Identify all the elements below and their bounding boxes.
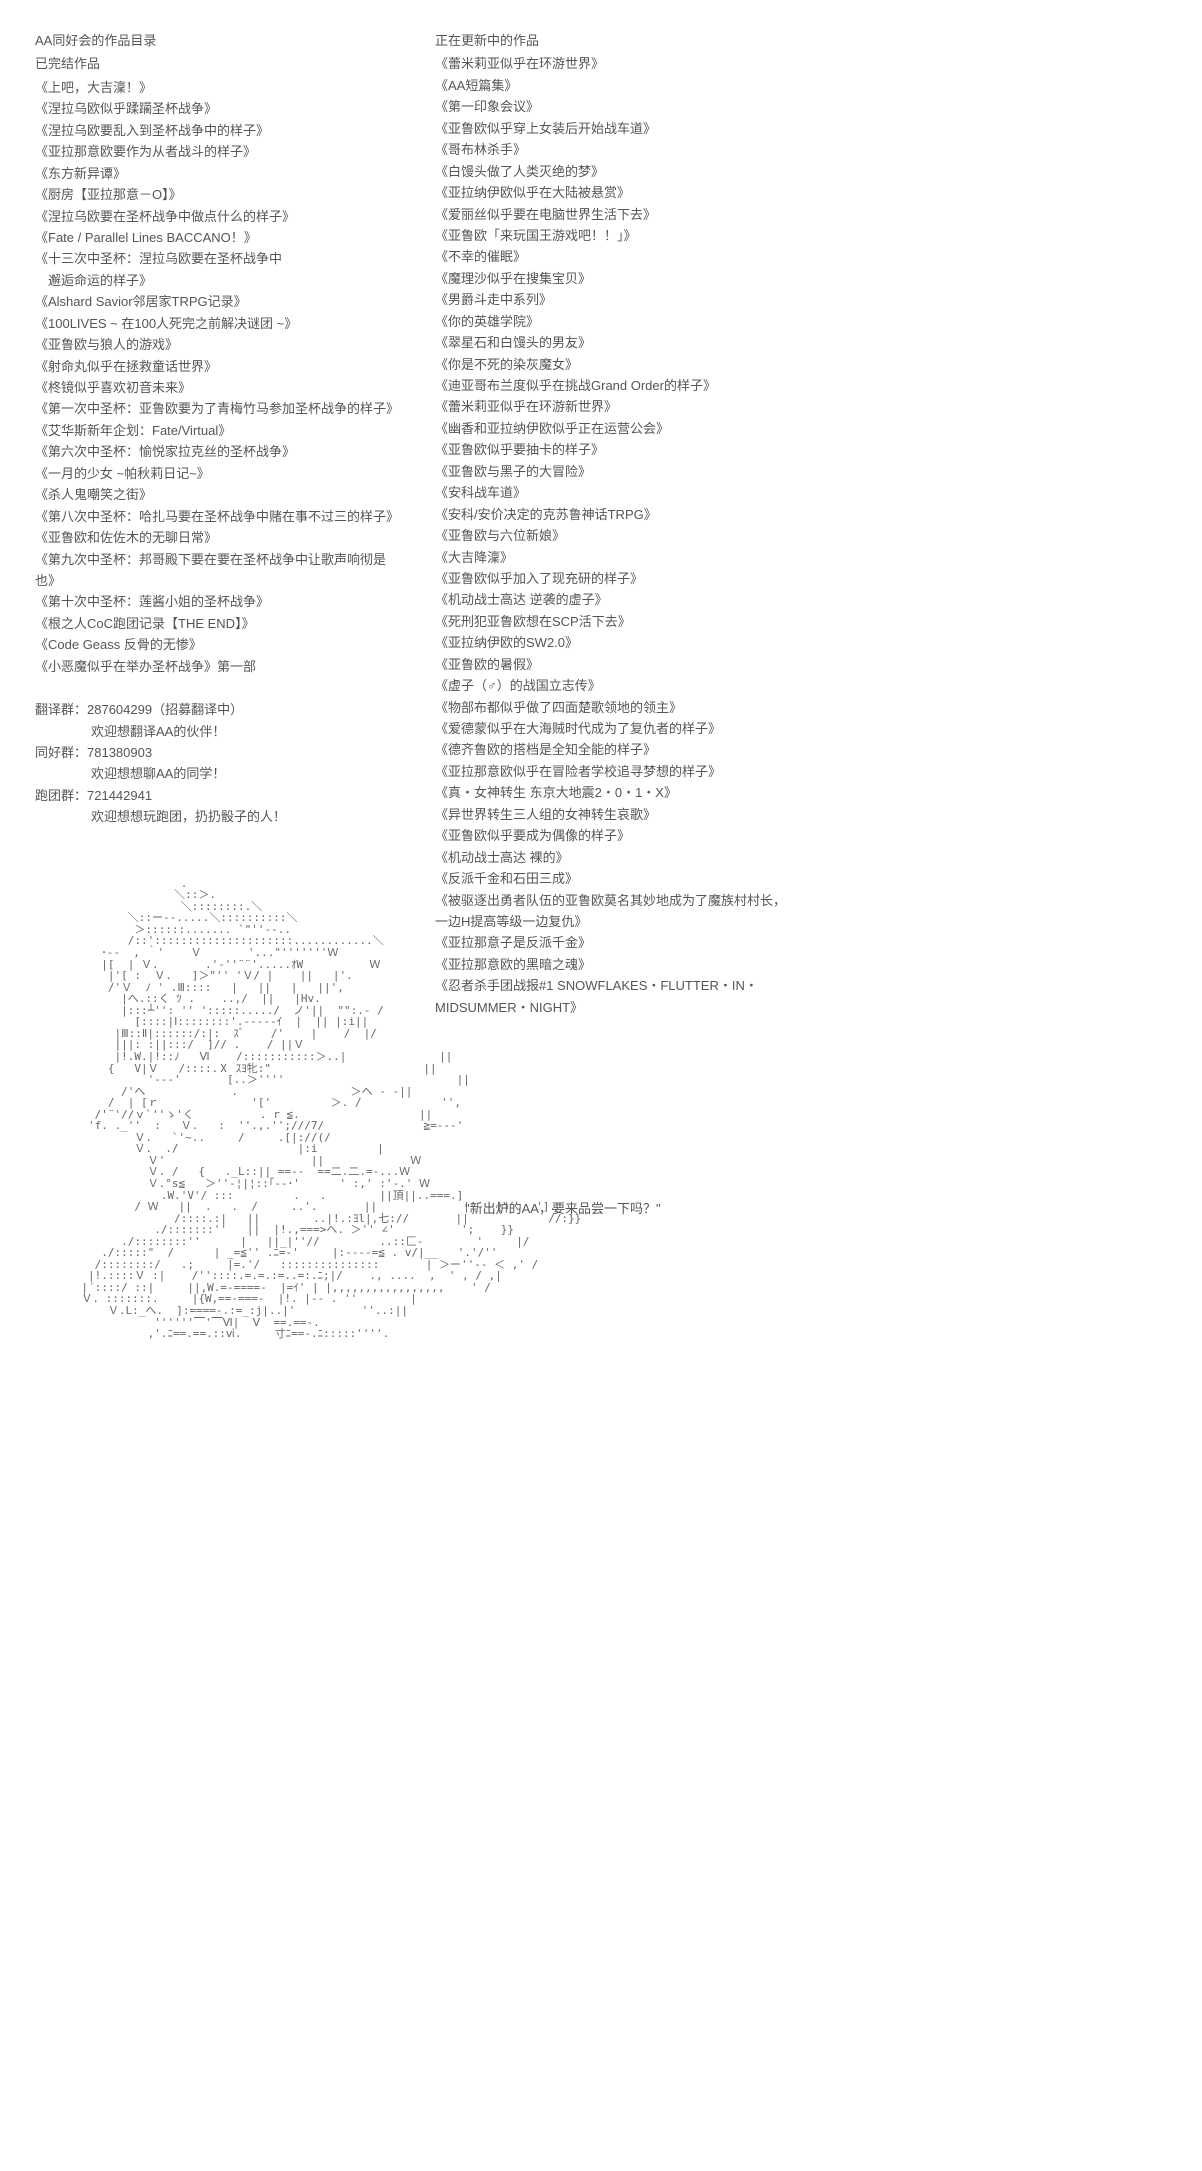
group-sub: 欢迎想想聊AA的同学！: [35, 763, 405, 784]
updating-work-item: 《哥布林杀手》: [435, 139, 1167, 160]
updating-work-item: 《安科/安价决定的克苏鲁神话TRPG》: [435, 504, 1167, 525]
completed-work-item: 《艾华斯新年企划：Fate/Virtual》: [35, 420, 405, 441]
updating-work-item: 《机动战士高达 裸的》: [435, 847, 1167, 868]
updating-work-item: 《亚鲁欧似乎要成为偶像的样子》: [435, 825, 1167, 846]
updating-work-item: 《蕾米莉亚似乎在环游世界》: [435, 53, 1167, 74]
updating-work-item: 《第一印象会议》: [435, 96, 1167, 117]
updating-work-item: 《亚拉那意子是反派千金》: [435, 932, 1167, 953]
completed-work-item: 《第十次中圣杯：莲酱小姐的圣杯战争》: [35, 591, 405, 612]
updating-work-item: 《亚鲁欧「来玩国王游戏吧！！」》: [435, 225, 1167, 246]
completed-work-item: 《小恶魔似乎在举办圣杯战争》第一部: [35, 656, 405, 677]
group-label: 跑团群：721442941: [35, 785, 405, 806]
completed-work-item: 《Code Geass 反骨的无惨》: [35, 634, 405, 655]
updating-work-item: 《亚拉那意欧的黑暗之魂》: [435, 954, 1167, 975]
updating-title: 正在更新中的作品: [435, 30, 1167, 51]
group-sub: 欢迎想想玩跑团，扔扔骰子的人！: [35, 806, 405, 827]
completed-list: 《上吧，大吉澟！》《涅拉乌欧似乎蹂躏圣杯战争》《涅拉乌欧要乱入到圣杯战争中的样子…: [35, 77, 405, 677]
completed-work-item: 《第八次中圣杯：哈扎马要在圣杯战争中赌在事不过三的样子》: [35, 506, 405, 527]
updating-work-item: 《迪亚哥布兰度似乎在挑战Grand Order的样子》: [435, 375, 1167, 396]
updating-work-item: 《亚鲁欧似乎穿上女装后开始战车道》: [435, 118, 1167, 139]
quote-text: "新出炉的AA，要来品尝一下吗？": [435, 1198, 1167, 1219]
updating-work-item: 《真・女神转生 东京大地震2・0・1・X》: [435, 782, 1167, 803]
updating-work-item: 《反派千金和石田三成》: [435, 868, 1167, 889]
completed-work-item: 《柊镜似乎喜欢初音未来》: [35, 377, 405, 398]
updating-work-item: 《被驱逐出勇者队伍的亚鲁欧莫名其妙地成为了魔族村村长， 一边H提高等级一边复仇》: [435, 890, 1167, 933]
completed-title: 已完结作品: [35, 53, 405, 74]
group-label: 翻译群：287604299（招募翻译中）: [35, 699, 405, 720]
updating-work-item: 《异世界转生三人组的女神转生哀歌》: [435, 804, 1167, 825]
updating-work-item: 《魔理沙似乎在搜集宝贝》: [435, 268, 1167, 289]
completed-work-item: 《100LIVES ~ 在100人死完之前解决谜团 ~》: [35, 313, 405, 334]
completed-work-item: 《涅拉乌欧要乱入到圣杯战争中的样子》: [35, 120, 405, 141]
updating-work-item: 《物部布都似乎做了四面楚歌领地的领主》: [435, 697, 1167, 718]
completed-work-item: 《厨房【亚拉那意－O】》: [35, 184, 405, 205]
updating-work-item: 《亚鲁欧的暑假》: [435, 654, 1167, 675]
right-column: 正在更新中的作品 《蕾米莉亚似乎在环游世界》《AA短篇集》《第一印象会议》《亚鲁…: [435, 30, 1167, 1340]
updating-work-item: 《亚鲁欧似乎要抽卡的样子》: [435, 439, 1167, 460]
updating-work-item: 《亚拉纳伊欧似乎在大陆被悬赏》: [435, 182, 1167, 203]
completed-work-item: 《Fate / Parallel Lines BACCANO！》: [35, 227, 405, 248]
completed-work-item: 《杀人鬼嘲笑之街》: [35, 484, 405, 505]
left-column: AA同好会的作品目录 已完结作品 《上吧，大吉澟！》《涅拉乌欧似乎蹂躏圣杯战争》…: [35, 30, 405, 1340]
updating-work-item: 《大吉降澟》: [435, 547, 1167, 568]
updating-work-item: 《爱德蒙似乎在大海贼时代成为了复仇者的样子》: [435, 718, 1167, 739]
catalog-title: AA同好会的作品目录: [35, 30, 405, 51]
updating-work-item: 《你的英雄学院》: [435, 311, 1167, 332]
updating-work-item: 《亚鲁欧与黑子的大冒险》: [435, 461, 1167, 482]
group-sub: 欢迎想翻译AA的伙伴！: [35, 721, 405, 742]
completed-work-item: 《第九次中圣杯：邦哥殿下要在要在圣杯战争中让歌声响彻是也》: [35, 549, 405, 592]
updating-work-item: 《机动战士高达 逆袭的虚子》: [435, 589, 1167, 610]
completed-work-item: 《涅拉乌欧似乎蹂躏圣杯战争》: [35, 98, 405, 119]
updating-work-item: 《死刑犯亚鲁欧想在SCP活下去》: [435, 611, 1167, 632]
updating-work-item: 《不幸的催眠》: [435, 246, 1167, 267]
updating-work-item: 《男爵斗走中系列》: [435, 289, 1167, 310]
completed-work-item: 《东方新异谭》: [35, 163, 405, 184]
completed-work-item: 《Alshard Savior邻居家TRPG记录》: [35, 291, 405, 312]
completed-work-item: 《上吧，大吉澟！》: [35, 77, 405, 98]
updating-work-item: 《亚拉那意欧似乎在冒险者学校追寻梦想的样子》: [435, 761, 1167, 782]
updating-work-item: 《幽香和亚拉纳伊欧似乎正在运营公会》: [435, 418, 1167, 439]
updating-work-item: 《白馒头做了人类灭绝的梦》: [435, 161, 1167, 182]
completed-work-item: 《涅拉乌欧要在圣杯战争中做点什么的样子》: [35, 206, 405, 227]
updating-list: 《蕾米莉亚似乎在环游世界》《AA短篇集》《第一印象会议》《亚鲁欧似乎穿上女装后开…: [435, 53, 1167, 1018]
updating-work-item: 《亚拉纳伊欧的SW2.0》: [435, 632, 1167, 653]
updating-work-item: 《亚鲁欧似乎加入了现充研的样子》: [435, 568, 1167, 589]
ascii-art: . ＼::＞. ＼::::::::.＼ ＼::ー--.....＼::::::::…: [35, 878, 405, 1340]
completed-work-item: 《一月的少女 ~帕秋莉日记~》: [35, 463, 405, 484]
completed-work-item: 《第六次中圣杯：愉悦家拉克丝的圣杯战争》: [35, 441, 405, 462]
updating-work-item: 《AA短篇集》: [435, 75, 1167, 96]
updating-work-item: 《虚子（♂）的战国立志传》: [435, 675, 1167, 696]
groups-section: 翻译群：287604299（招募翻译中）欢迎想翻译AA的伙伴！同好群：78138…: [35, 699, 405, 828]
completed-work-item: 《第一次中圣杯：亚鲁欧要为了青梅竹马参加圣杯战争的样子》: [35, 398, 405, 419]
completed-work-item: 《根之人CoC跑团记录【THE END】》: [35, 613, 405, 634]
updating-work-item: 《德齐鲁欧的搭档是全知全能的样子》: [435, 739, 1167, 760]
completed-work-item: 《十三次中圣杯：涅拉乌欧要在圣杯战争中 邂逅命运的样子》: [35, 248, 405, 291]
completed-work-item: 《亚鲁欧与狼人的游戏》: [35, 334, 405, 355]
updating-work-item: 《爱丽丝似乎要在电脑世界生活下去》: [435, 204, 1167, 225]
updating-work-item: 《忍者杀手团战报#1 SNOWFLAKES・FLUTTER・IN・ MIDSUM…: [435, 975, 1167, 1018]
completed-work-item: 《亚鲁欧和佐佐木的无聊日常》: [35, 527, 405, 548]
updating-work-item: 《安科战车道》: [435, 482, 1167, 503]
completed-work-item: 《射命丸似乎在拯救童话世界》: [35, 356, 405, 377]
completed-work-item: 《亚拉那意欧要作为从者战斗的样子》: [35, 141, 405, 162]
group-label: 同好群：781380903: [35, 742, 405, 763]
updating-work-item: 《亚鲁欧与六位新娘》: [435, 525, 1167, 546]
updating-work-item: 《蕾米莉亚似乎在环游新世界》: [435, 396, 1167, 417]
updating-work-item: 《你是不死的染灰魔女》: [435, 354, 1167, 375]
updating-work-item: 《翠星石和白馒头的男友》: [435, 332, 1167, 353]
